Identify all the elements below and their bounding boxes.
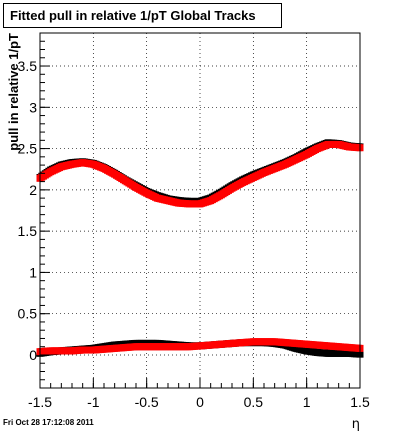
x-tick-label: 1 bbox=[303, 394, 311, 410]
x-tick-label: 0 bbox=[196, 394, 204, 410]
axes: -1.5 -1 -0.5 0 0.5 1 1.5 0 0.5 1 1.5 2 2.5 3 3.5 bbox=[18, 32, 370, 410]
y-tick-label: 3.5 bbox=[18, 58, 38, 74]
y-axis-label: pull in relative 1/pT bbox=[6, 33, 21, 151]
y-tick-label: 0 bbox=[29, 347, 37, 363]
y-tick-label: 1 bbox=[29, 264, 37, 280]
y-tick-label: 1.5 bbox=[18, 223, 38, 239]
x-tick-label: -0.5 bbox=[135, 394, 159, 410]
x-tick-label: -1 bbox=[87, 394, 100, 410]
x-tick-label: -1.5 bbox=[28, 394, 52, 410]
x-axis-label: η bbox=[352, 417, 360, 432]
series-layer bbox=[36, 139, 364, 358]
x-tick-label: 1.5 bbox=[350, 394, 370, 410]
plot-frame bbox=[39, 32, 361, 389]
chart-title: Fitted pull in relative 1/pT Global Trac… bbox=[3, 3, 282, 28]
y-tick-label: 0.5 bbox=[18, 306, 38, 322]
grid bbox=[40, 33, 360, 388]
series-3 bbox=[36, 338, 364, 356]
y-tick-label: 3 bbox=[29, 99, 37, 115]
y-tick-label: 2.5 bbox=[18, 141, 38, 157]
timestamp: Fri Oct 28 17:12:08 2011 bbox=[3, 418, 94, 427]
x-tick-label: 0.5 bbox=[244, 394, 264, 410]
y-tick-label: 2 bbox=[29, 182, 37, 198]
